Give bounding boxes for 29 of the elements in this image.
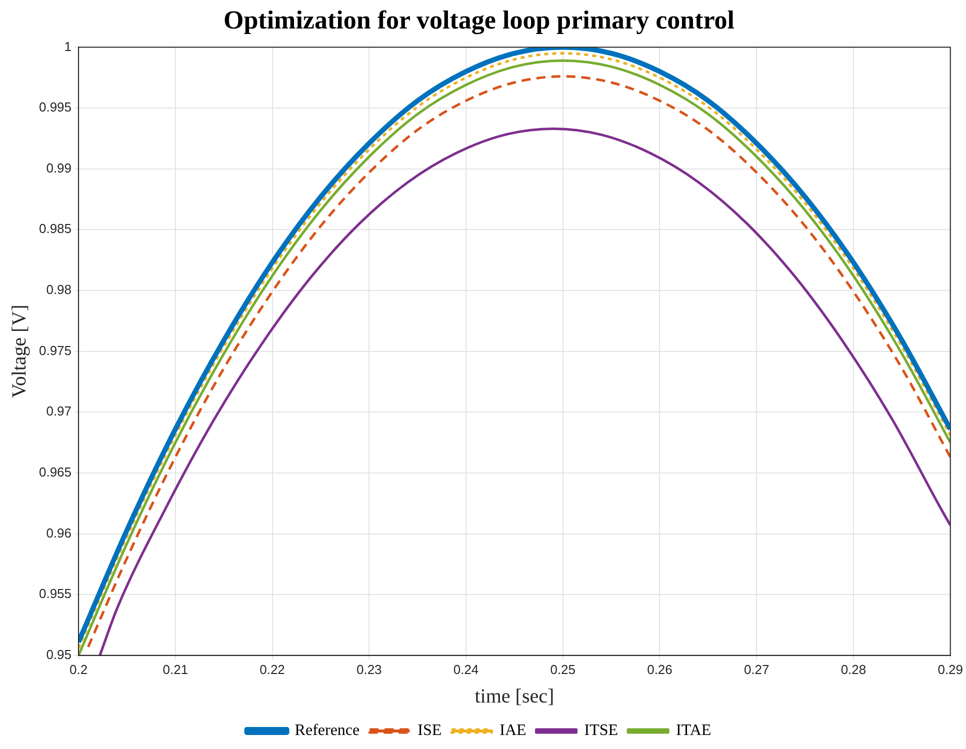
y-axis-title: Voltage [V] <box>8 304 30 398</box>
x-tick-label: 0.25 <box>550 662 576 677</box>
x-tick-label: 0.2 <box>69 662 88 677</box>
legend-label: ISE <box>418 722 442 740</box>
y-tick-label: 0.99 <box>46 160 72 176</box>
y-tick-label: 0.96 <box>46 525 72 540</box>
legend-label: IAE <box>500 722 526 740</box>
chart-title: Optimization for voltage loop primary control <box>223 5 735 34</box>
legend-label: Reference <box>294 722 360 740</box>
x-tick-label: 0.27 <box>744 662 770 677</box>
x-tick-label: 0.21 <box>162 662 188 677</box>
x-tick-label: 0.28 <box>840 662 866 677</box>
legend-label: ITSE <box>584 722 618 740</box>
x-tick-label: 0.22 <box>260 662 285 677</box>
y-tick-label: 1 <box>64 38 72 54</box>
y-tick-label: 0.965 <box>38 464 72 480</box>
x-tick-label: 0.23 <box>356 662 382 677</box>
y-tick-label: 0.95 <box>46 646 72 662</box>
x-tick-label: 0.24 <box>453 662 479 677</box>
legend-label: ITAE <box>676 722 712 740</box>
y-tick-label: 0.985 <box>38 221 72 236</box>
y-tick-label: 0.98 <box>46 282 72 298</box>
y-tick-label: 0.995 <box>38 100 72 115</box>
y-tick-label: 0.955 <box>38 586 72 602</box>
x-tick-label: 0.26 <box>647 662 672 677</box>
y-tick-label: 0.975 <box>38 342 72 358</box>
y-tick-label: 0.97 <box>46 404 72 419</box>
x-axis-title: time [sec] <box>474 685 554 708</box>
x-tick-label: 0.29 <box>938 662 964 677</box>
